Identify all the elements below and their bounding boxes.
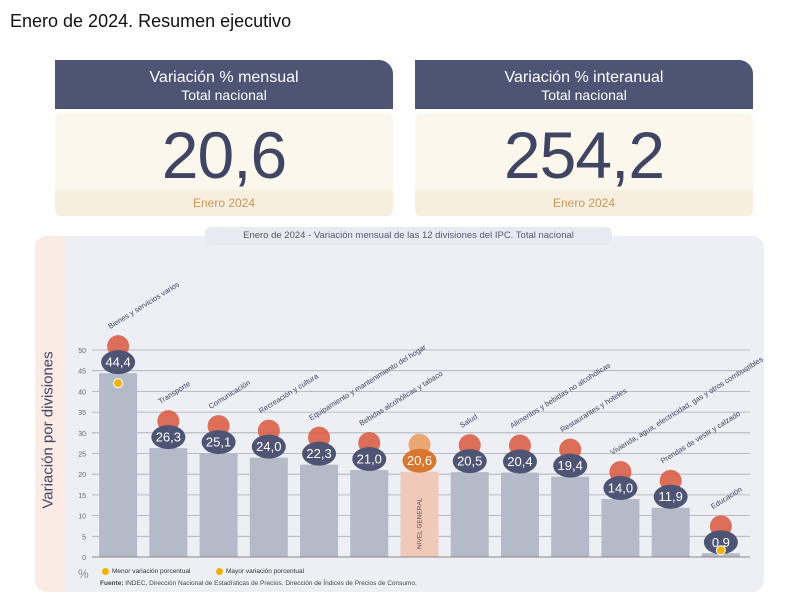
category-label: Educación (709, 485, 743, 511)
bar (99, 373, 138, 557)
kpi-yearly-value: 254,2 (503, 118, 665, 192)
min-marker (715, 545, 726, 556)
value-badge (603, 476, 638, 501)
kpi-yearly-period: Enero 2024 (415, 190, 753, 216)
y-tick-label: 5 (82, 534, 86, 541)
kpi-monthly-period: Enero 2024 (55, 190, 393, 216)
value-label: 24,0 (256, 439, 281, 454)
value-badge (653, 484, 688, 509)
value-badge (553, 453, 588, 478)
value-label: 0,9 (712, 535, 730, 550)
kpi-yearly-subtitle: Total nacional (541, 87, 627, 103)
kpi-monthly-title: Variación % mensual (149, 69, 299, 86)
value-badge (251, 434, 286, 459)
legend-max-label: Mayor variación porcentual (226, 568, 305, 576)
category-label: Transporte (157, 379, 192, 406)
value-badge (703, 530, 738, 555)
source-label: Fuente: (100, 580, 124, 587)
kpi-monthly-card: Variación % mensual Total nacional 20,6 … (55, 60, 393, 216)
legend-max-marker (216, 568, 223, 575)
value-label: 14,0 (608, 481, 633, 496)
category-label: Comunicación (207, 378, 252, 411)
max-marker (113, 378, 124, 389)
kpi-yearly-body: 254,2 Enero 2024 (415, 113, 753, 216)
bar (149, 448, 188, 557)
y-tick-label: 20 (78, 472, 86, 479)
chart-subtitle-prefix: Enero de 2024 - (243, 230, 314, 241)
value-label: 20,6 (407, 453, 432, 468)
kpi-monthly-header: Variación % mensual Total nacional (55, 60, 393, 109)
value-label: 44,4 (105, 355, 130, 370)
y-tick-label: 10 (78, 514, 86, 521)
category-label: NIVEL GENERAL (417, 497, 424, 549)
bar (350, 470, 389, 557)
value-label: 20,5 (457, 454, 482, 469)
y-tick-label: 50 (78, 348, 86, 355)
value-label: 25,1 (206, 435, 231, 450)
y-tick-label: 45 (78, 369, 86, 376)
value-badge (502, 449, 537, 474)
bar (300, 464, 339, 557)
category-label: Recreación y cultura (257, 371, 320, 415)
kpi-yearly-title: Variación % interanual (504, 69, 664, 86)
category-label: Salud (458, 412, 479, 430)
bar (400, 471, 439, 557)
y-tick-label: 0 (82, 555, 86, 562)
value-badge (452, 449, 487, 474)
value-label: 21,0 (357, 452, 382, 467)
value-badge (201, 430, 236, 455)
panel-accent-strip (35, 236, 65, 592)
y-tick-label: 15 (78, 493, 86, 500)
legend-min: Menor variación porcentual (102, 568, 190, 575)
bar (500, 472, 539, 557)
bar (450, 472, 489, 557)
value-badge (352, 447, 387, 472)
legend-max: Mayor variación porcentual (216, 568, 304, 575)
y-tick-label: 25 (78, 452, 86, 459)
bar (199, 453, 238, 557)
value-badge (151, 425, 186, 450)
source-text: INDEC, Dirección Nacional de Estadística… (125, 580, 417, 587)
value-label: 19,4 (558, 458, 583, 473)
source-note: Fuente: INDEC, Dirección Nacional de Est… (100, 580, 417, 587)
value-label: 11,9 (658, 489, 682, 504)
percent-symbol: % (78, 567, 89, 581)
y-tick-label: 30 (78, 431, 86, 438)
chart-subtitle-text: Variación mensual de las 12 divisiones d… (313, 230, 574, 241)
chart-subtitle: Enero de 2024 - Variación mensual de las… (205, 227, 612, 245)
value-label: 20,4 (507, 454, 532, 469)
y-tick-label: 40 (78, 389, 86, 396)
value-badge (402, 448, 437, 473)
bar (601, 499, 640, 557)
bar (551, 476, 590, 557)
category-label: Equipamiento y mantenimiento del hogar (307, 342, 428, 422)
kpi-monthly-body: 20,6 Enero 2024 (55, 113, 393, 216)
bar (651, 507, 690, 557)
value-badge (302, 441, 337, 466)
y-tick-label: 35 (78, 410, 86, 417)
kpi-yearly-card: Variación % interanual Total nacional 25… (415, 60, 753, 216)
kpi-monthly-value: 20,6 (161, 118, 287, 192)
page-title: Enero de 2024. Resumen ejecutivo (10, 11, 292, 31)
value-badge (101, 350, 136, 375)
kpi-yearly-header: Variación % interanual Total nacional (415, 60, 753, 109)
category-label: Bienes y servicios varios (106, 280, 181, 331)
kpi-monthly-subtitle: Total nacional (181, 87, 267, 103)
value-label: 22,3 (306, 446, 331, 461)
value-label: 26,3 (156, 430, 181, 445)
bar (249, 457, 288, 557)
legend-min-marker (102, 568, 109, 575)
legend-min-label: Menor variación porcentual (112, 568, 191, 576)
